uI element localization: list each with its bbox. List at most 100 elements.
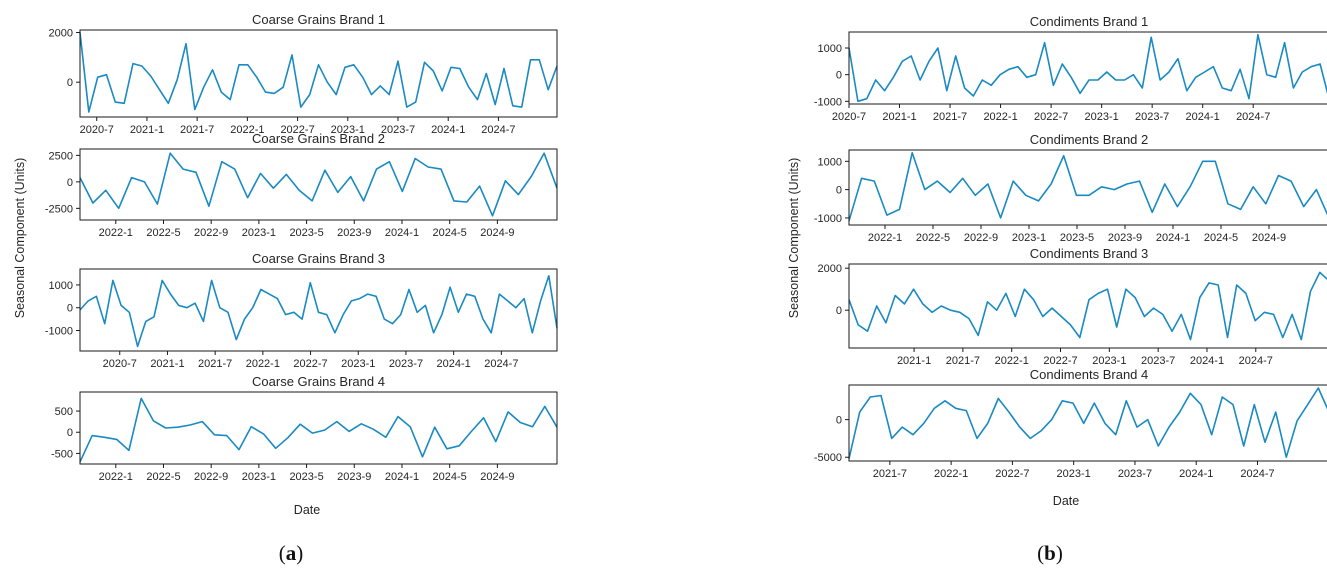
- y-tick-label: 0: [836, 70, 842, 82]
- ylabel-panel-a: Seasonal Component (Units): [13, 158, 27, 319]
- x-tick-label: 2023-5: [289, 227, 323, 239]
- series-line: [848, 33, 1327, 103]
- x-tick-label: 2021-7: [946, 355, 980, 367]
- x-tick-label: 2023-1: [341, 358, 375, 370]
- series-line: [79, 397, 558, 463]
- subplot-title: Condiments Brand 1: [1030, 14, 1149, 29]
- x-tick-label: 2023-7: [389, 358, 423, 370]
- subplot-8: Condiments Brand 4 -5000 0 2021-7 2022-1 2022…: [814, 367, 1327, 480]
- y-tick-label: 0: [836, 305, 842, 317]
- y-tick-label: -500: [51, 448, 73, 460]
- subplot-title: Coarse Grains Brand 1: [252, 12, 385, 27]
- x-tick-label: 2023-1: [331, 124, 365, 136]
- xlabel-panel-a: Date: [294, 503, 320, 517]
- x-tick-label: 2020-7: [832, 111, 866, 123]
- x-tick-label: 2022-1: [868, 232, 902, 244]
- series-line: [848, 271, 1327, 341]
- x-tick-label: 2023-9: [337, 227, 371, 239]
- caption-panel-b: (b): [1037, 541, 1063, 565]
- x-tick-label: 2023-1: [1092, 355, 1126, 367]
- x-tick-label: 2024-5: [433, 227, 467, 239]
- subplot-title: Coarse Grains Brand 4: [252, 374, 385, 389]
- subplot-7: Condiments Brand 3 0 2000 2021-1 2021-7 2022-…: [818, 246, 1327, 367]
- plot-frame: [848, 384, 1327, 462]
- y-tick-label: 1000: [818, 156, 842, 168]
- x-tick-label: 2022-7: [1034, 111, 1068, 123]
- x-tick-label: 2021-1: [150, 358, 184, 370]
- subplot-title: Condiments Brand 4: [1030, 367, 1149, 382]
- y-tick-label: 2000: [818, 263, 842, 275]
- x-tick-label: 2023-9: [337, 471, 371, 483]
- x-tick-label: 2024-7: [1236, 111, 1270, 123]
- x-tick-label: 2022-1: [995, 355, 1029, 367]
- x-tick-label: 2022-1: [934, 468, 968, 480]
- x-tick-label: 2024-7: [484, 358, 518, 370]
- x-tick-label: 2022-7: [1043, 355, 1077, 367]
- x-tick-label: 2020-7: [103, 358, 137, 370]
- plot-frame: [848, 149, 1327, 226]
- x-tick-label: 2021-7: [180, 124, 214, 136]
- y-tick-label: 2000: [49, 27, 73, 39]
- plot-frame: [79, 391, 558, 465]
- plot-frame: [79, 148, 558, 221]
- y-tick-label: 2500: [49, 150, 73, 162]
- y-tick-label: 0: [67, 303, 73, 315]
- subplots: Coarse Grains Brand 1 0 2000 2020-7 2021-1 20…: [45, 12, 1327, 483]
- subplot-1: Coarse Grains Brand 1 0 2000 2020-7 2021-1 20…: [49, 12, 558, 136]
- x-tick-label: 2024-1: [1186, 111, 1220, 123]
- y-tick-label: 1000: [818, 43, 842, 55]
- x-tick-label: 2022-7: [293, 358, 327, 370]
- x-tick-label: 2024-1: [1156, 232, 1190, 244]
- x-tick-label: 2022-1: [246, 358, 280, 370]
- x-tick-label: 2022-1: [99, 227, 133, 239]
- y-tick-label: 0: [67, 77, 73, 89]
- x-tick-label: 2022-5: [916, 232, 950, 244]
- subplot-2: Coarse Grains Brand 2 -2500 0 2500 2022-1 202…: [45, 131, 558, 239]
- xlabel-panel-b: Date: [1053, 494, 1079, 508]
- y-tick-label: 1000: [49, 280, 73, 292]
- y-tick-label: 500: [55, 406, 73, 418]
- x-tick-label: 2023-1: [1057, 468, 1091, 480]
- caption-a-open: (: [279, 541, 286, 565]
- series-line: [79, 32, 558, 113]
- series-line: [848, 152, 1327, 222]
- subplot-5: Condiments Brand 1 -1000 0 1000 2020-7 2021-1…: [814, 14, 1327, 123]
- x-tick-label: 2022-7: [280, 124, 314, 136]
- plot-frame: [79, 268, 558, 352]
- subplot-6: Condiments Brand 2 -1000 0 1000 2022-1 2022-5…: [814, 132, 1327, 244]
- y-tick-label: -2500: [45, 203, 73, 215]
- y-tick-label: 0: [836, 185, 842, 197]
- x-tick-label: 2024-1: [1190, 355, 1224, 367]
- x-tick-label: 2024-5: [433, 471, 467, 483]
- x-tick-label: 2023-1: [1084, 111, 1118, 123]
- x-tick-label: 2023-7: [1135, 111, 1169, 123]
- x-tick-label: 2022-5: [146, 471, 180, 483]
- x-tick-label: 2021-7: [873, 468, 907, 480]
- x-tick-label: 2022-7: [995, 468, 1029, 480]
- x-tick-label: 2021-1: [882, 111, 916, 123]
- x-tick-label: 2022-1: [983, 111, 1017, 123]
- caption-b-open: (: [1037, 541, 1044, 565]
- plot-frame: [848, 31, 1327, 105]
- x-tick-label: 2024-9: [480, 471, 514, 483]
- x-tick-label: 2023-1: [242, 471, 276, 483]
- y-tick-label: 0: [67, 177, 73, 189]
- x-tick-label: 2022-9: [194, 471, 228, 483]
- caption-a-close: ): [296, 541, 303, 565]
- y-tick-label: 0: [67, 427, 73, 439]
- caption-b-close: ): [1056, 541, 1063, 565]
- subplot-title: Condiments Brand 2: [1030, 132, 1149, 147]
- x-tick-label: 2022-5: [146, 227, 180, 239]
- x-tick-label: 2024-1: [1179, 468, 1213, 480]
- caption-panel-a: (a): [279, 541, 304, 565]
- x-tick-label: 2023-1: [1012, 232, 1046, 244]
- subplot-3: Coarse Grains Brand 3 -1000 0 1000 2020-7 202…: [45, 251, 558, 370]
- y-tick-label: -1000: [814, 96, 842, 108]
- series-line: [848, 387, 1327, 459]
- plot-frame: [848, 263, 1327, 349]
- series-line: [79, 274, 558, 348]
- subplot-title: Condiments Brand 3: [1030, 246, 1149, 261]
- x-tick-label: 2024-1: [437, 358, 471, 370]
- x-tick-label: 2023-1: [242, 227, 276, 239]
